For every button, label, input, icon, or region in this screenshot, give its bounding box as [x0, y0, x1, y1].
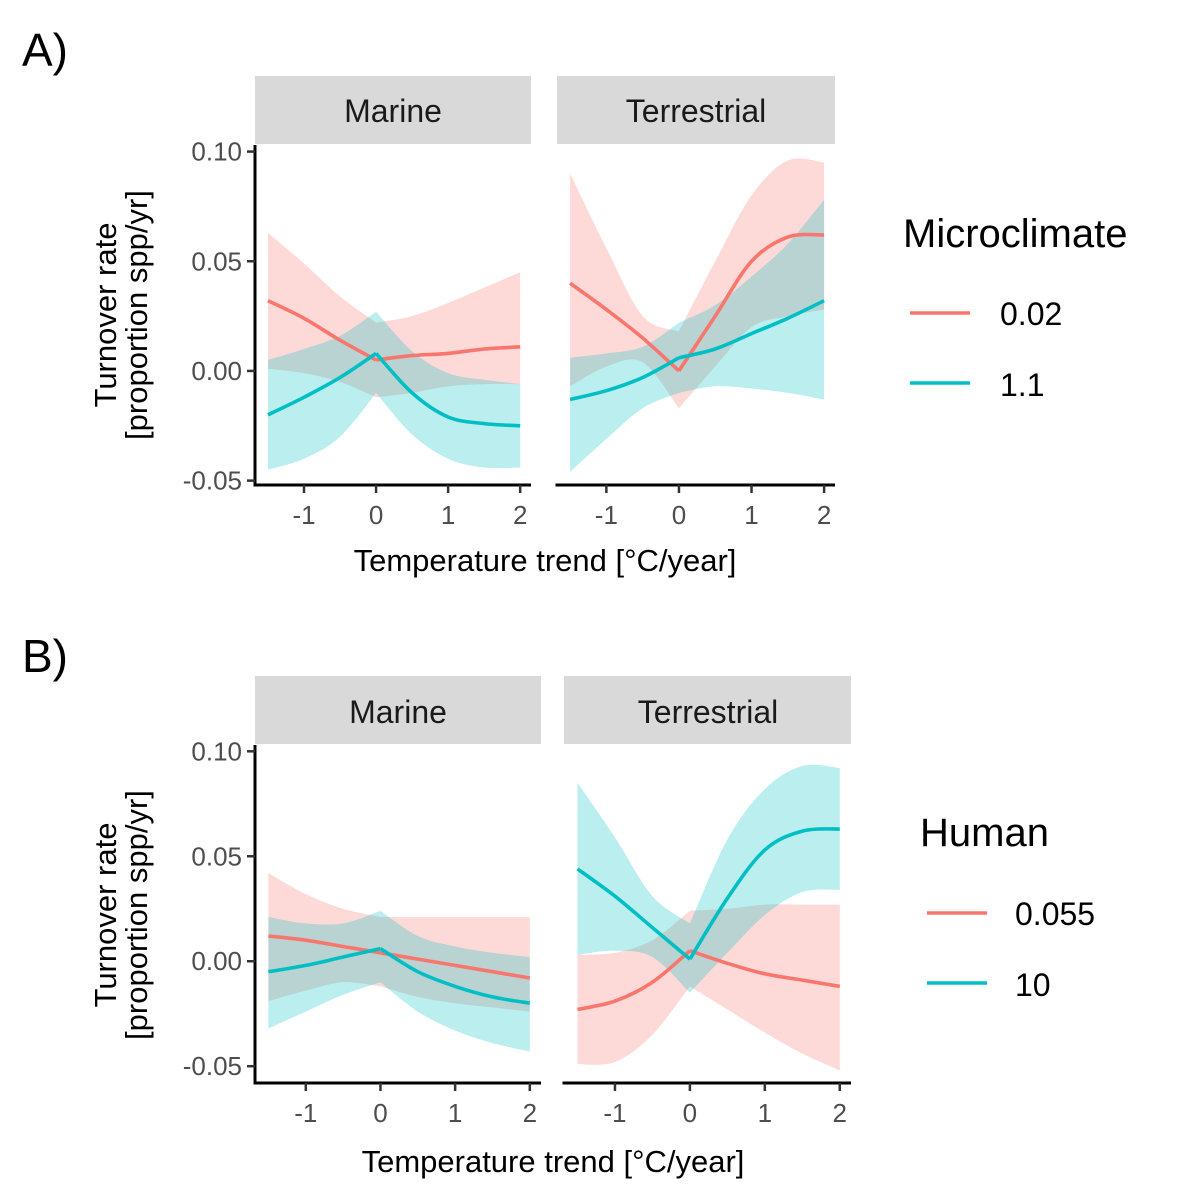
panel-b-terrestrial-line-10-seg1 — [688, 827, 840, 961]
panel-b-marine-strip — [255, 676, 541, 744]
panel-b-marine-line-10-seg0 — [268, 946, 381, 974]
panel-b-y-tick-label: -0.05 — [183, 1051, 242, 1081]
chart-marks: -0.05 0.00 0.05 0.10 -1 0 1 2 -1 0 1 2 -0.05 0.00 0.05… — [183, 137, 987, 1128]
panel-a-marine-ribbon-0_02-seg1 — [376, 272, 521, 398]
panel-a-y-tick-label: 0.00 — [191, 356, 242, 386]
panel-b-terrestrial-x-tick-label: 2 — [833, 1098, 847, 1128]
panel-b-marine-x-tick-label: 1 — [448, 1098, 462, 1128]
panel-a-terrestrial-ribbon-0_02-seg1 — [678, 158, 825, 409]
panel-b-strip-terrestrial-label: Terrestrial — [638, 694, 778, 730]
panel-a-terrestrial-ribbon-1_1-seg0 — [570, 322, 679, 472]
panel-b-terrestrial-x-tick-label: 1 — [758, 1098, 772, 1128]
panel-a-marine-ribbon-0_02-seg0 — [268, 232, 377, 398]
panel-a-marine-x-tick-label: 0 — [369, 500, 383, 530]
panel-b-terrestrial-x-tick-label: 0 — [683, 1098, 697, 1128]
panel-b-marine-ribbon-0_055-seg0 — [268, 873, 381, 1002]
panel-a-marine-line-0_02-seg1 — [375, 345, 521, 362]
panel-a-terrestrial-line-1_1-seg0 — [569, 356, 680, 402]
panel-a-legend-label-0: 0.02 — [1000, 296, 1062, 332]
panel-a-y-tick-label: 0.10 — [191, 137, 242, 167]
panel-a-terrestrial-ribbon-0_02-seg0 — [570, 173, 679, 409]
panel-a-marine-ribbon-1_1-seg1 — [376, 311, 521, 469]
panel-b-marine-x-tick-label: 0 — [373, 1098, 387, 1128]
panel-a-terrestrial-line-1_1-seg1 — [678, 299, 825, 360]
panel-a-strip-terrestrial-label: Terrestrial — [626, 93, 766, 129]
panel-a-xlabel: Temperature trend [°C/year] — [354, 543, 737, 578]
panel-a-terrestrial-x-tick-label: 0 — [672, 500, 686, 530]
panel-b-terrestrial-line-0_055-seg0 — [577, 949, 692, 1012]
panel-b-terrestrial-ribbon-10-seg1 — [689, 764, 840, 993]
panel-a-legend-title: Microclimate — [903, 212, 1127, 256]
panel-a-terrestrial-x-tick-label: 2 — [817, 500, 831, 530]
panel-a-y-tick-label: 0.05 — [191, 246, 242, 276]
panel-b-letter: B) — [22, 630, 68, 682]
panel-b-legend-label-0: 0.055 — [1015, 896, 1095, 932]
panel-a-terrestrial-line-0_02-seg1 — [677, 232, 825, 372]
panel-a-strip-marine-label: Marine — [344, 93, 442, 129]
panel-a-marine-x-tick-label: -1 — [292, 500, 315, 530]
panel-b-ylabel-line1: Turnover rate — [88, 823, 123, 1008]
panel-a-terrestrial-line-0_02-seg0 — [569, 281, 681, 373]
panel-b-xlabel: Temperature trend [°C/year] — [362, 1144, 745, 1179]
panel-b-y-tick-label: 0.00 — [191, 946, 242, 976]
panel-b-terrestrial-ribbon-0_055-seg1 — [689, 904, 840, 1071]
panel-b-marine-line-0_055-seg0 — [268, 934, 381, 955]
panel-b-marine-x-tick-label: 2 — [523, 1098, 537, 1128]
panel-a-marine-line-1_1-seg1 — [374, 352, 521, 428]
panel-a-marine-line-0_02-seg0 — [267, 299, 377, 362]
panel-b-terrestrial-ribbon-10-seg0 — [577, 782, 690, 993]
panel-b-terrestrial-ribbon-0_055-seg0 — [577, 910, 690, 1065]
panel-b-y-tick-label: 0.10 — [191, 736, 242, 766]
panel-b-terrestrial-x-tick-label: -1 — [603, 1098, 626, 1128]
panel-b-marine-line-10-seg1 — [379, 947, 531, 1005]
panel-b-strip-marine-label: Marine — [349, 694, 447, 730]
panel-a-marine-x-tick-label: 2 — [513, 500, 527, 530]
panel-a-ylabel-line1: Turnover rate — [88, 223, 123, 408]
panel-b-y-tick-label: 0.05 — [191, 841, 242, 871]
panel-b-marine-ribbon-10-seg1 — [380, 910, 530, 1052]
panel-a-y-tick-label: -0.05 — [183, 466, 242, 496]
panel-a-terrestrial-x-tick-label: 1 — [744, 500, 758, 530]
panel-b-terrestrial-line-0_055-seg1 — [689, 948, 841, 989]
panel-a-legend-label-1: 1.1 — [1000, 367, 1044, 403]
panel-b-terrestrial-line-10-seg0 — [576, 867, 692, 961]
panel-a-marine-line-1_1-seg0 — [267, 351, 378, 417]
panel-a-ylabel-line2: [proportion spp/yr] — [119, 190, 154, 440]
panel-a-marine-x-tick-label: 1 — [441, 500, 455, 530]
panel-a-terrestrial-strip — [557, 76, 835, 144]
panel-a-terrestrial-x-tick-label: -1 — [595, 500, 618, 530]
panel-a-marine-strip — [255, 76, 531, 144]
panel-a-marine-ribbon-1_1-seg0 — [268, 311, 377, 470]
panel-a-letter: A) — [22, 24, 68, 76]
panel-b-marine-x-tick-label: -1 — [294, 1098, 317, 1128]
panel-b-marine-line-0_055-seg1 — [380, 951, 531, 980]
panel-b-legend-title: Human — [920, 811, 1049, 855]
panel-b-ylabel-line2: [proportion spp/yr] — [119, 790, 154, 1040]
panel-b-terrestrial-strip — [564, 676, 851, 744]
panel-b-legend-label-1: 10 — [1015, 967, 1051, 1003]
